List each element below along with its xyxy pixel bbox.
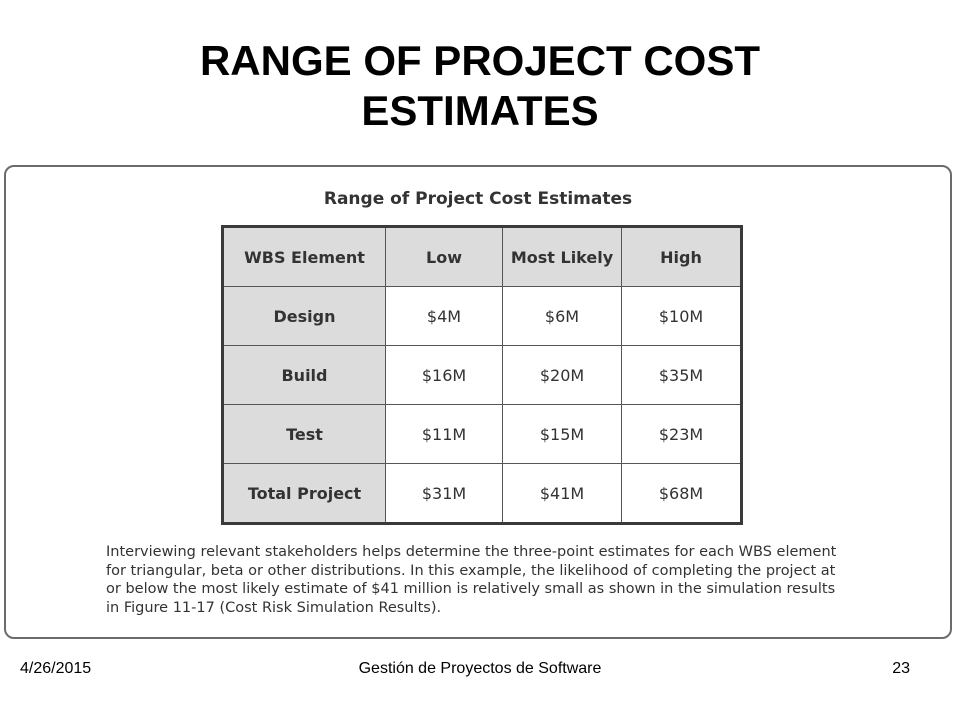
table-row: Total Project $31M $41M $68M bbox=[222, 463, 742, 524]
cell-low: $31M bbox=[385, 463, 503, 524]
cost-estimates-table: WBS Element Low Most Likely High Design … bbox=[221, 225, 743, 525]
slide-title-line-1: RANGE OF PROJECT COST bbox=[199, 37, 761, 84]
row-element-test: Test bbox=[222, 404, 386, 464]
row-element-total-project: Total Project bbox=[222, 463, 386, 524]
cell-high: $35M bbox=[621, 345, 742, 405]
cell-low: $11M bbox=[385, 404, 503, 464]
header-low: Low bbox=[385, 226, 503, 287]
footer-date: 4/26/2015 bbox=[20, 660, 92, 677]
row-element-design: Design bbox=[222, 286, 386, 346]
cell-most-likely: $20M bbox=[502, 345, 622, 405]
footer-course-title: Gestión de Proyectos de Software bbox=[358, 660, 602, 677]
cell-high: $68M bbox=[621, 463, 742, 524]
cell-high: $10M bbox=[621, 286, 742, 346]
table-row: Test $11M $15M $23M bbox=[222, 404, 742, 464]
cell-low: $16M bbox=[385, 345, 503, 405]
cell-high: $23M bbox=[621, 404, 742, 464]
table-row: Build $16M $20M $35M bbox=[222, 345, 742, 405]
cell-most-likely: $41M bbox=[502, 463, 622, 524]
row-element-build: Build bbox=[222, 345, 386, 405]
table-row: Design $4M $6M $10M bbox=[222, 286, 742, 346]
slide-title: RANGE OF PROJECT COST ESTIMATES bbox=[0, 36, 960, 136]
cell-most-likely: $15M bbox=[502, 404, 622, 464]
cell-low: $4M bbox=[385, 286, 503, 346]
slide-title-line-2: ESTIMATES bbox=[361, 87, 599, 134]
figure-title: Range of Project Cost Estimates bbox=[323, 189, 633, 209]
cell-most-likely: $6M bbox=[502, 286, 622, 346]
table-header-row: WBS Element Low Most Likely High bbox=[222, 226, 742, 287]
figure-caption: Interviewing relevant stakeholders helps… bbox=[106, 544, 837, 616]
figure-box: Range of Project Cost Estimates WBS Elem… bbox=[4, 165, 952, 639]
header-most-likely: Most Likely bbox=[502, 226, 622, 287]
header-high: High bbox=[621, 226, 742, 287]
footer-page-number: 23 bbox=[892, 660, 910, 677]
header-wbs-element: WBS Element bbox=[222, 226, 386, 287]
